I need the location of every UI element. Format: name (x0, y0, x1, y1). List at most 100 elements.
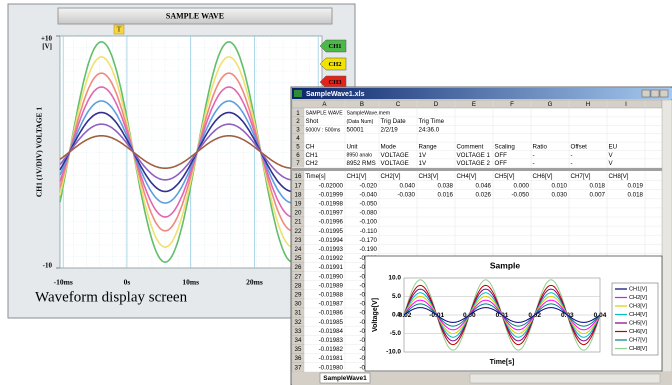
cell: - (571, 160, 573, 167)
cell: VOLTAGE (381, 152, 409, 159)
cell: -0.01984 (319, 328, 344, 335)
row-number: 24 (295, 246, 302, 253)
x-tick-label: -10ms (54, 278, 73, 287)
cell: -0.01996 (319, 219, 344, 226)
cell: EU (609, 143, 618, 150)
cell: OFF (495, 152, 508, 159)
pane-split (292, 168, 662, 171)
legend-label: CH5[V] (629, 320, 647, 326)
cell: 0.016 (438, 191, 454, 198)
series-line (403, 307, 601, 323)
sheet-tab-label: SampleWave1 (323, 375, 367, 382)
window-title: SampleWave1.xls (306, 91, 365, 98)
cell: -0.01985 (319, 319, 344, 326)
cell: -0.190 (359, 246, 377, 253)
cell: Comment (457, 143, 484, 150)
column-header-bar (291, 99, 663, 109)
cell: 0.018 (590, 182, 606, 189)
cell: -0.01993 (319, 246, 344, 253)
cell: 0.030 (552, 191, 568, 198)
row-number: 18 (295, 191, 302, 198)
minimize-button[interactable] (641, 89, 651, 98)
waveform (59, 111, 323, 193)
cell: -0.030 (397, 191, 415, 198)
x-axis-title: Time[s] (490, 359, 515, 366)
cell: -0.050 (359, 200, 377, 207)
cell: -0.01999 (319, 191, 344, 198)
chart-title: Sample (490, 260, 521, 270)
cell: -0.01994 (319, 237, 344, 244)
cell: -0.170 (359, 237, 377, 244)
cell: -0.01983 (319, 337, 344, 344)
waveform (59, 123, 323, 181)
cell: -0.110 (360, 228, 378, 235)
cell: -0.050 (511, 191, 529, 198)
row-number: 25 (295, 255, 302, 262)
row-number: 31 (295, 310, 302, 317)
cell: -0.01995 (319, 228, 344, 235)
cell: (Data Num) (347, 119, 374, 125)
row-number: 1 (296, 110, 300, 117)
legend-label: CH8[V] (629, 346, 647, 352)
sheet-tab[interactable] (319, 372, 371, 384)
cell: 0.046 (476, 182, 492, 189)
cell: -0.02000 (319, 182, 344, 189)
cell: Offset (571, 143, 588, 150)
channel-tag-label: CH3 (329, 79, 343, 86)
caption: Waveform display screen (35, 289, 188, 305)
x-tick-label: -0.02 (397, 312, 412, 319)
x-tick-label: 0s (124, 278, 131, 287)
cell: 5000V : 500ms (306, 127, 341, 133)
maximize-button[interactable] (650, 89, 660, 98)
cell: Ratio (533, 143, 548, 150)
cell: -0.020 (359, 182, 377, 189)
y-tick-label: 5.0 (392, 293, 401, 300)
cell: -0.01991 (319, 264, 344, 271)
cell: CH2[V] (381, 173, 401, 180)
y-tick-label: +10 (41, 35, 52, 43)
waveform-title: SAMPLE WAVE (166, 11, 224, 20)
y-tick-label: 0.0 (392, 312, 401, 319)
vertical-scrollbar[interactable] (661, 99, 672, 373)
y-tick-label: -10.0 (386, 349, 401, 356)
column-header: C (396, 101, 401, 108)
horizontal-scrollbar[interactable] (469, 373, 661, 384)
cell: - (571, 152, 573, 159)
waveform (59, 86, 323, 218)
y-unit: [V] (42, 43, 52, 51)
row-number: 3 (296, 127, 300, 134)
waveform (59, 100, 323, 204)
row-number: 21 (295, 219, 302, 226)
legend-label: CH6[V] (629, 329, 647, 335)
cell: CH1[V] (347, 173, 367, 180)
row-number: 32 (295, 319, 302, 326)
cell: 0.000 (514, 182, 530, 189)
column-header: H (586, 101, 590, 108)
cell: -0.01986 (319, 310, 344, 317)
channel-tag[interactable] (319, 57, 347, 71)
waveform (59, 56, 323, 248)
row-number: 7 (296, 160, 300, 167)
legend-label: CH2[V] (629, 295, 647, 301)
cell: -0.01988 (319, 291, 344, 298)
cell: CH7[V] (571, 173, 591, 180)
row-number: 26 (295, 264, 302, 271)
cell: OFF (495, 160, 508, 167)
cell: -0.01981 (319, 355, 344, 362)
cell: 50001 (347, 127, 365, 134)
channel-tag[interactable] (319, 39, 347, 53)
close-button[interactable] (659, 89, 669, 98)
cell: -0.01998 (319, 200, 344, 207)
cell: SampleWave.mem (347, 111, 391, 117)
row-number: 37 (295, 364, 302, 371)
cell: CH2 (306, 160, 319, 167)
column-header: F (510, 101, 514, 108)
cell: 8952 RMS (347, 160, 376, 167)
title-bar (292, 88, 672, 99)
cell: CH (306, 143, 315, 150)
cell: -0.01982 (319, 346, 344, 353)
cell: 0.040 (400, 182, 416, 189)
column-header: A (322, 101, 327, 108)
cell: 0.038 (438, 182, 454, 189)
